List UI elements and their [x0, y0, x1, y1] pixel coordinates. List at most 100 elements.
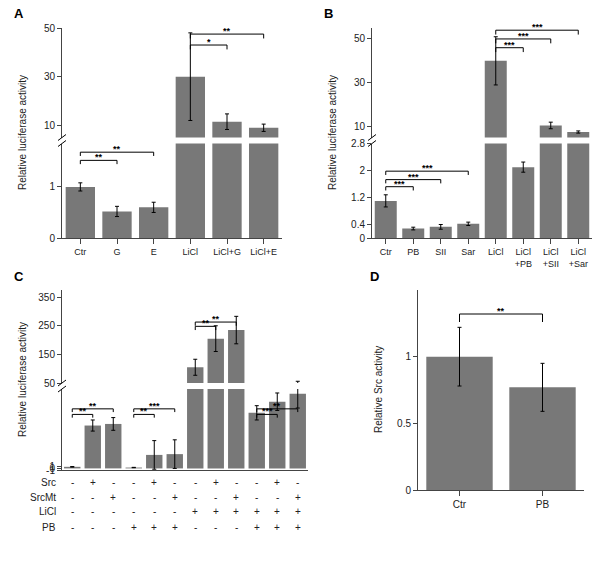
svg-text:0: 0 [49, 233, 55, 244]
svg-text:0: 0 [405, 485, 411, 496]
svg-text:+: + [274, 506, 280, 517]
svg-text:E: E [151, 247, 157, 257]
svg-text:-: - [91, 506, 94, 517]
svg-text:+: + [151, 477, 157, 488]
svg-text:LiCl+E: LiCl+E [250, 247, 277, 257]
svg-text:+: + [295, 492, 301, 503]
svg-text:-: - [132, 477, 135, 488]
svg-text:2.8: 2.8 [351, 138, 365, 149]
svg-text:A: A [14, 6, 24, 21]
svg-text:-: - [173, 506, 176, 517]
svg-text:PB: PB [536, 499, 550, 510]
svg-text:***: *** [262, 406, 273, 416]
svg-text:Relative Src activity: Relative Src activity [373, 346, 384, 433]
svg-text:50: 50 [354, 33, 366, 44]
svg-text:-: - [112, 477, 115, 488]
svg-text:Relative luciferase activity: Relative luciferase activity [17, 322, 28, 437]
svg-text:150: 150 [38, 349, 55, 360]
svg-text:-: - [71, 477, 74, 488]
svg-text:30: 30 [44, 71, 56, 82]
svg-text:+: + [295, 522, 301, 533]
svg-text:Sar: Sar [461, 247, 475, 257]
svg-text:LiCl: LiCl [488, 247, 504, 257]
svg-text:-: - [71, 506, 74, 517]
svg-text:+: + [233, 506, 239, 517]
svg-text:***: *** [504, 40, 515, 50]
svg-text:***: *** [149, 401, 160, 411]
svg-text:-: - [255, 477, 258, 488]
svg-text:50: 50 [44, 23, 56, 34]
svg-text:0: 0 [359, 233, 365, 244]
svg-text:-: - [255, 492, 258, 503]
svg-text:-: - [71, 492, 74, 503]
svg-text:+: + [110, 492, 116, 503]
svg-text:-: - [153, 506, 156, 517]
svg-text:Ctr: Ctr [453, 499, 467, 510]
svg-text:Ctr: Ctr [74, 247, 86, 257]
svg-text:+: + [151, 522, 157, 533]
svg-text:250: 250 [38, 320, 55, 331]
svg-text:Src: Src [41, 477, 56, 488]
svg-text:-: - [91, 522, 94, 533]
svg-text:**: ** [223, 26, 231, 36]
svg-text:C: C [14, 269, 24, 284]
svg-text:***: *** [532, 22, 543, 32]
svg-text:SrcMt: SrcMt [30, 492, 56, 503]
svg-text:30: 30 [354, 77, 366, 88]
svg-text:***: *** [394, 179, 405, 189]
svg-text:PB: PB [407, 247, 419, 257]
svg-text:+: + [295, 506, 301, 517]
svg-text:+: + [172, 492, 178, 503]
svg-text:-: - [214, 522, 217, 533]
svg-text:LiCl+SII: LiCl+SII [543, 247, 559, 269]
svg-text:**: ** [89, 401, 97, 411]
svg-text:**: ** [95, 152, 103, 162]
svg-text:***: *** [422, 163, 433, 173]
svg-text:-: - [153, 492, 156, 503]
svg-text:-: - [235, 477, 238, 488]
svg-text:+: + [254, 522, 260, 533]
svg-text:*: * [207, 37, 211, 47]
svg-text:SII: SII [435, 247, 446, 257]
svg-text:+: + [254, 506, 260, 517]
svg-text:-: - [235, 522, 238, 533]
svg-text:Ctr: Ctr [380, 247, 392, 257]
svg-text:LiCl: LiCl [39, 506, 56, 517]
svg-text:+: + [192, 506, 198, 517]
svg-text:**: ** [79, 406, 87, 416]
svg-text:-: - [112, 506, 115, 517]
svg-text:***: *** [518, 31, 529, 41]
svg-text:+: + [213, 506, 219, 517]
svg-text:+: + [233, 492, 239, 503]
svg-text:+: + [274, 477, 280, 488]
svg-text:-: - [194, 522, 197, 533]
svg-text:-: - [194, 477, 197, 488]
svg-text:1: 1 [49, 461, 55, 472]
svg-text:LiCl+Sar: LiCl+Sar [569, 247, 588, 269]
svg-text:2: 2 [359, 165, 365, 176]
svg-text:0: 0 [49, 463, 55, 474]
svg-text:LiCl+G: LiCl+G [213, 247, 241, 257]
svg-text:-: - [132, 506, 135, 517]
svg-text:B: B [324, 6, 333, 21]
svg-text:0.5: 0.5 [397, 418, 411, 429]
svg-text:D: D [370, 269, 379, 284]
svg-text:50: 50 [44, 378, 56, 389]
svg-text:350: 350 [38, 292, 55, 303]
svg-text:10: 10 [354, 121, 366, 132]
svg-text:10: 10 [44, 120, 56, 131]
svg-text:**: ** [202, 318, 210, 328]
svg-text:LiCl: LiCl [183, 247, 199, 257]
svg-text:-: - [132, 492, 135, 503]
svg-text:+: + [131, 522, 137, 533]
svg-text:***: *** [408, 172, 419, 182]
svg-text:+: + [172, 522, 178, 533]
svg-text:1: 1 [49, 181, 55, 192]
svg-text:-1: -1 [46, 465, 55, 476]
svg-text:1: 1 [405, 351, 411, 362]
svg-text:**: ** [212, 314, 220, 324]
svg-text:**: ** [140, 406, 148, 416]
svg-text:+: + [274, 522, 280, 533]
svg-text:-: - [214, 492, 217, 503]
svg-text:0.4: 0.4 [351, 219, 365, 230]
